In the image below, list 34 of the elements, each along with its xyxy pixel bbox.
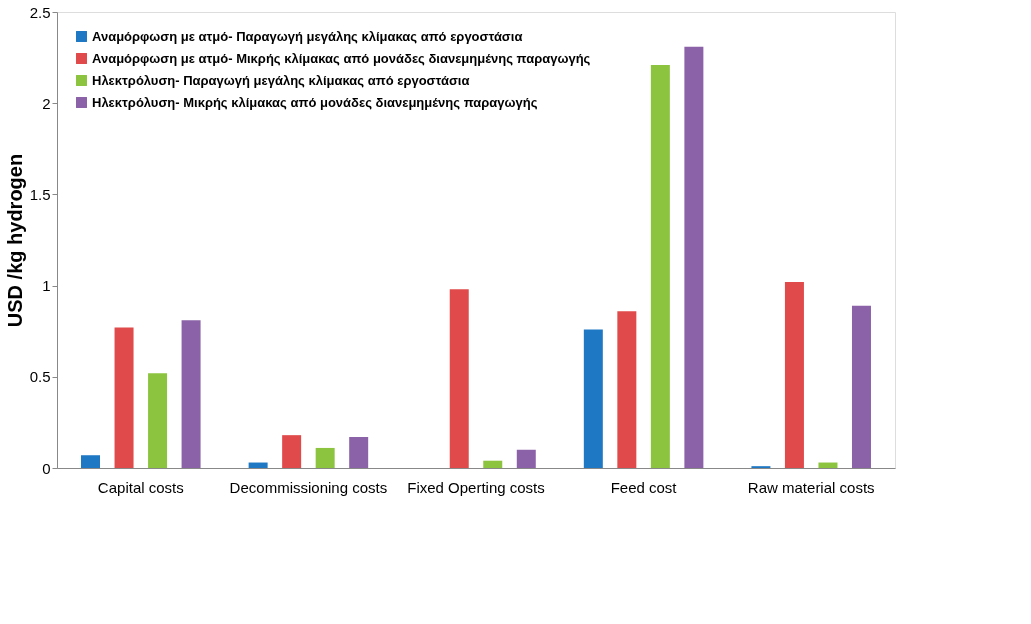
bar (516, 449, 536, 468)
x-tick-label: Raw material costs (747, 478, 875, 496)
bar (583, 329, 603, 468)
y-tick-label: 1 (42, 277, 51, 295)
x-tick-label: Capital costs (97, 478, 184, 496)
legend-label: Αναμόρφωση με ατμό- Μικρής κλίμακας από μονάδες διανεμημένης παραγωγής (92, 50, 591, 66)
bar (617, 311, 637, 468)
bar (282, 435, 302, 468)
bar (315, 447, 335, 468)
bar (148, 373, 168, 468)
bar (349, 436, 369, 468)
x-tick-label: Feed cost (610, 478, 678, 496)
bar (81, 455, 101, 468)
legend-label: Αναμόρφωση με ατμό- Παραγωγή μεγάλης κλίμακας από εργοστάσια (92, 28, 523, 44)
bar (483, 460, 503, 468)
y-axis-title: USD /kg hydrogen (3, 153, 26, 328)
y-tick-label: 0 (42, 459, 51, 477)
bar (684, 46, 704, 468)
y-tick-label: 0.5 (29, 368, 51, 386)
bar (851, 305, 871, 468)
bar (181, 320, 201, 468)
bar (784, 281, 804, 468)
y-tick-label: 1.5 (29, 185, 51, 203)
x-tick-label: Fixed Operting costs (407, 478, 545, 496)
legend-label: Ηλεκτρόλυση- Παραγωγή μεγάλης κλίμακας από εργοστάσια (92, 72, 470, 88)
bar (818, 462, 838, 468)
legend-label: Ηλεκτρόλυση- Μικρής κλίμακας από μονάδες διανεμημένης παραγωγής (92, 94, 538, 110)
bar (449, 289, 469, 468)
y-tick-label: 2.5 (29, 3, 51, 21)
x-tick-label: Decommissioning costs (229, 478, 388, 496)
bar (650, 64, 670, 468)
bar (248, 462, 268, 468)
y-tick-label: 2 (42, 94, 51, 112)
bar (114, 327, 134, 468)
